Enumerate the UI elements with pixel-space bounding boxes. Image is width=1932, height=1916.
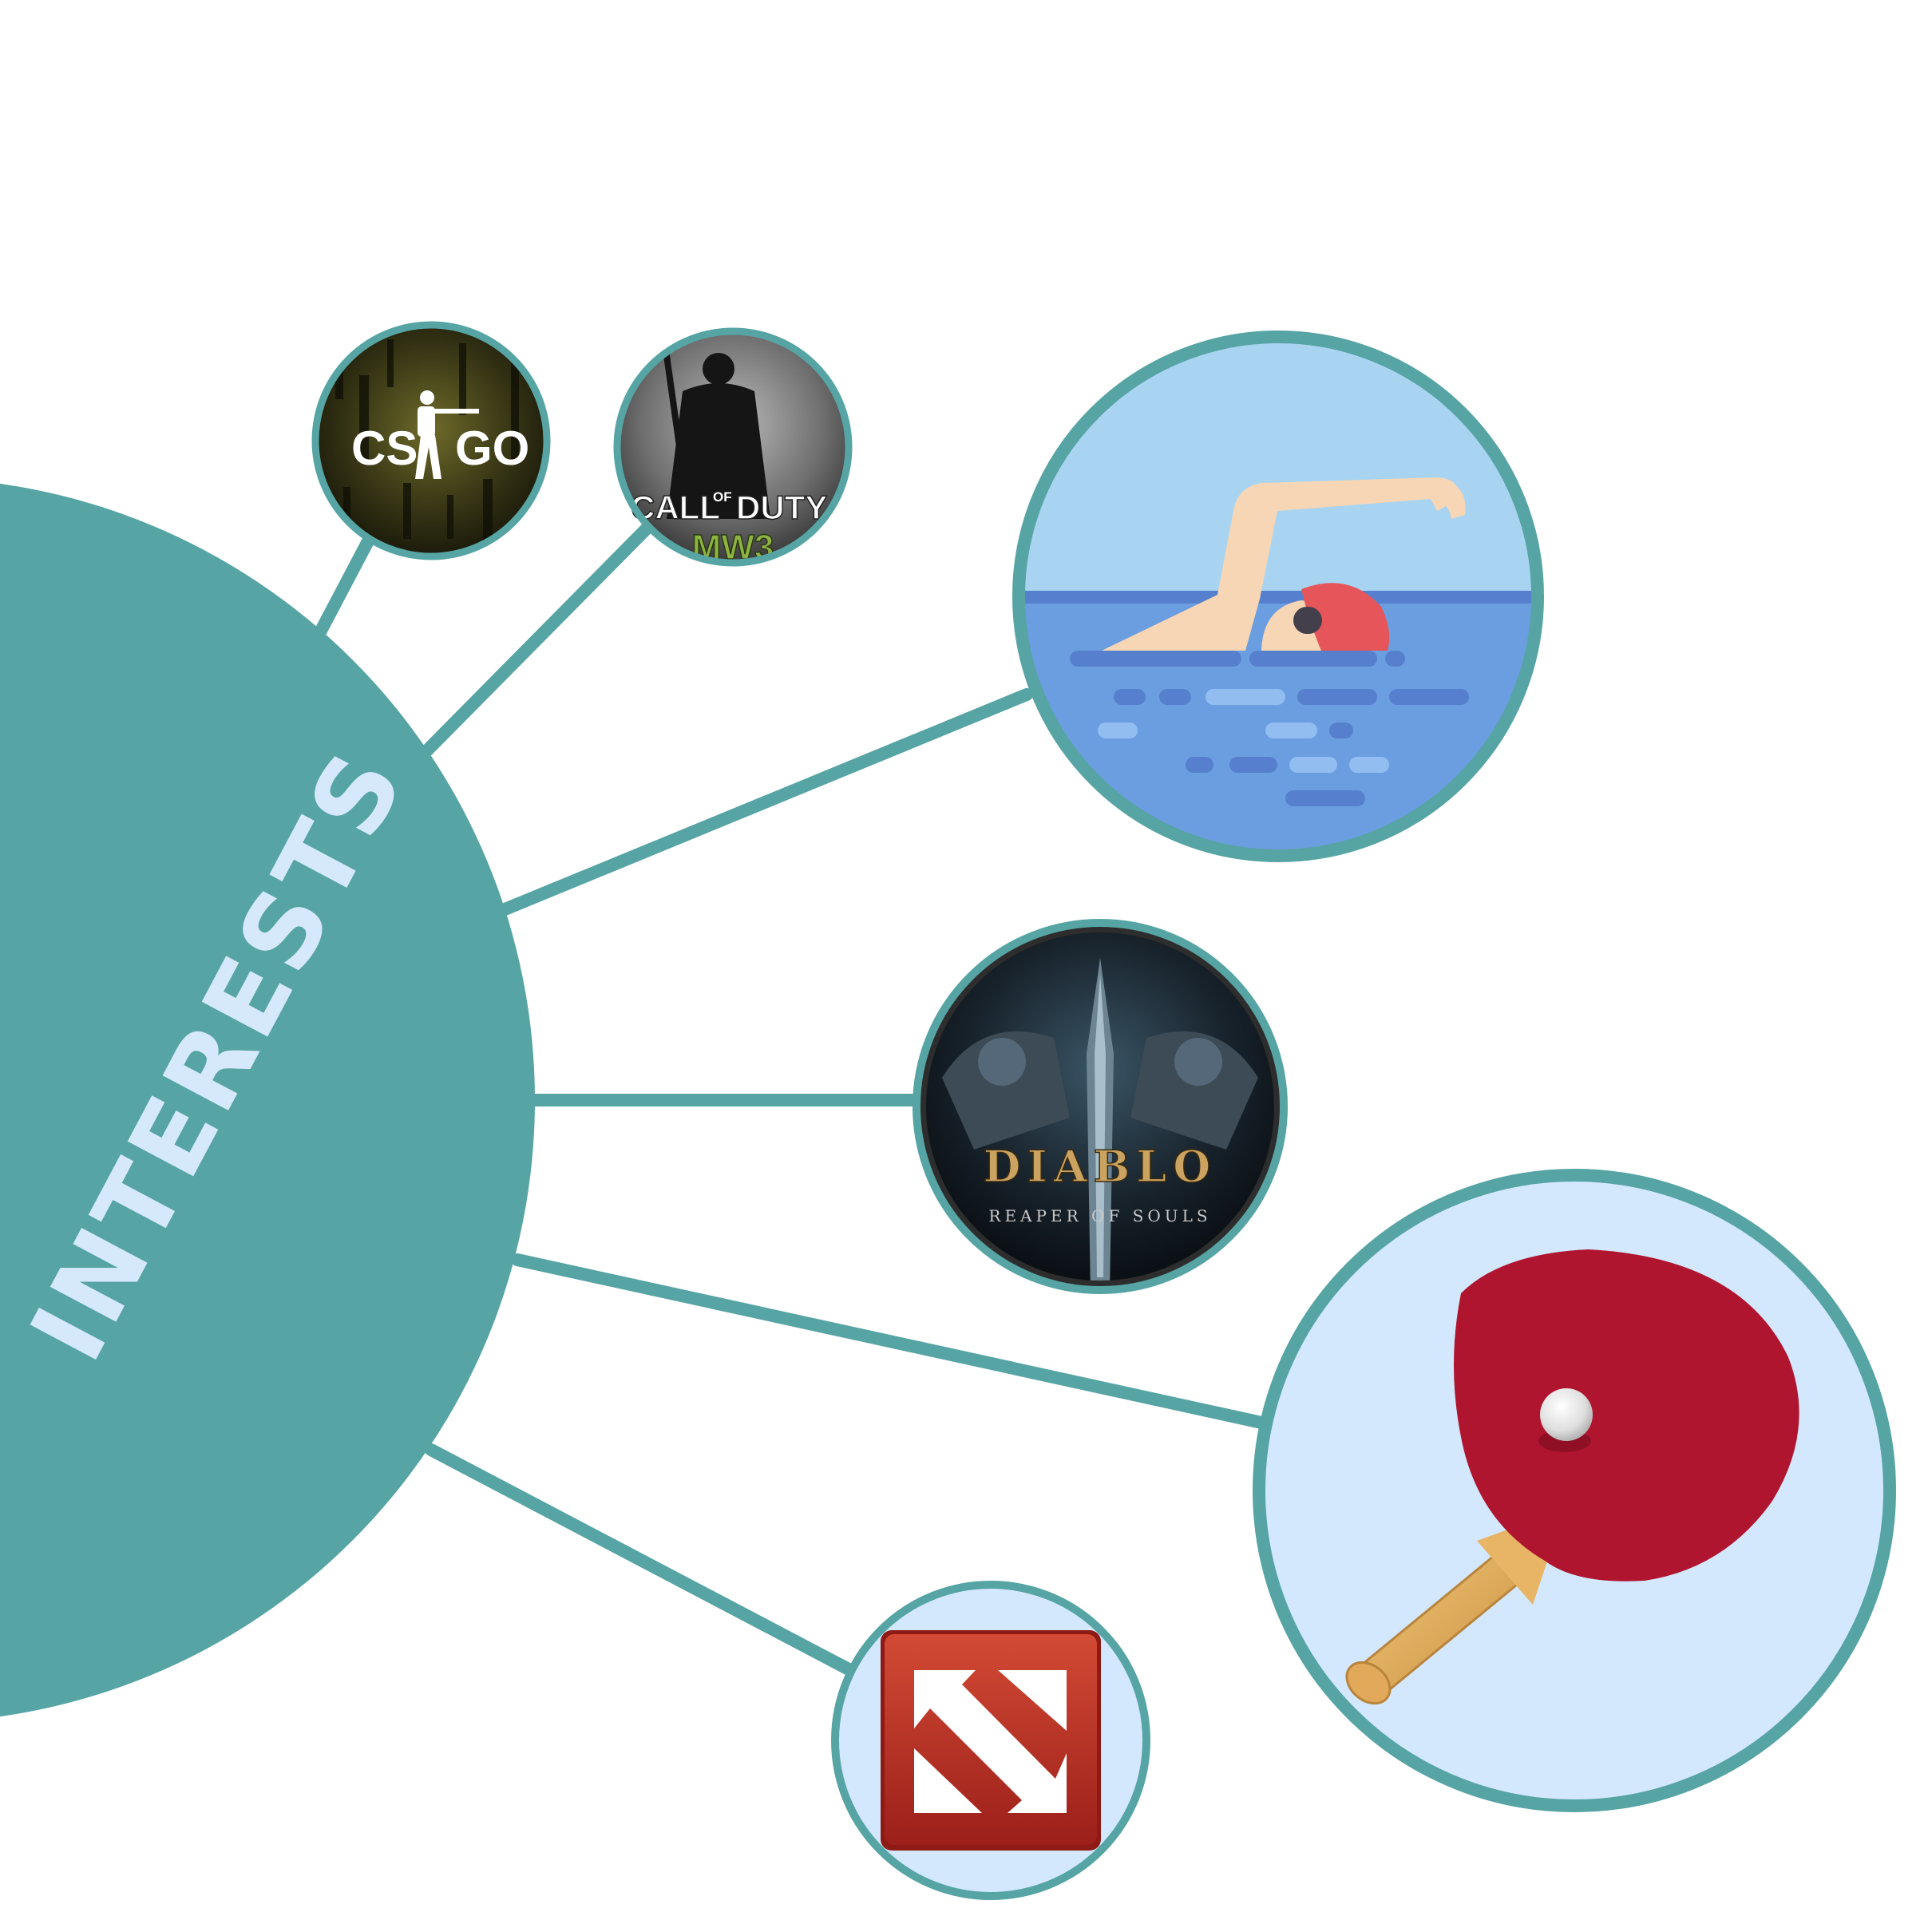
cod-duty-text: DUTY [736, 489, 827, 526]
diablo-artwork [942, 958, 1258, 1290]
node-csgo[interactable]: CS GO [311, 321, 551, 560]
cod-soldier-silhouette [659, 331, 770, 519]
ping-pong-paddle-icon [1345, 1249, 1799, 1705]
csgo-ring [311, 321, 551, 560]
node-dota[interactable] [831, 1581, 1150, 1900]
ping-pong-ball [1540, 1388, 1593, 1441]
diablo-subtitle: REAPER OF SOULS [988, 1206, 1211, 1225]
node-diablo[interactable]: DIABLO REAPER OF SOULS [913, 919, 1288, 1294]
dota-emblem [914, 1670, 1067, 1813]
node-swimming[interactable] [1012, 327, 1549, 862]
diablo-ring [913, 919, 1288, 1294]
swim-goggles [1293, 607, 1322, 634]
swimmer-icon [1102, 477, 1466, 651]
swim-cap [1301, 583, 1390, 651]
paddle-blade [1454, 1249, 1799, 1581]
table-tennis-ring [1253, 1169, 1896, 1812]
interests-hub: INTERESTS [0, 484, 535, 1716]
paddle-handle [1345, 1509, 1565, 1705]
csgo-logo-icon: CS GO [351, 422, 529, 475]
node-call-of-duty[interactable]: CALL OF DUTY MW3 [613, 327, 853, 568]
waves-light [1098, 689, 1389, 773]
diablo-inner-rim [920, 926, 1281, 1287]
connector-cod [421, 521, 655, 757]
connector-dota [425, 1443, 857, 1676]
connector-swimming [497, 688, 1033, 916]
swimmer-hand [1437, 479, 1466, 519]
swimmer-arm [1102, 477, 1460, 651]
cod-ring [613, 327, 853, 567]
dota-ring [831, 1581, 1150, 1900]
csgo-text-left: CS [351, 422, 418, 475]
swimming-ring [1012, 331, 1544, 862]
hub-circle [0, 484, 535, 1716]
cod-of-text: OF [713, 489, 732, 505]
water-surface [1019, 591, 1538, 604]
diablo-title: DIABLO [984, 1141, 1217, 1192]
csgo-text-right: GO [455, 422, 529, 475]
connector-csgo [315, 533, 375, 637]
soldier-silhouette [415, 390, 479, 479]
node-table-tennis[interactable] [1253, 1169, 1896, 1812]
diablo-reaper-of-souls-logo-icon: DIABLO REAPER OF SOULS [983, 1140, 1217, 1225]
waves [1070, 651, 1469, 806]
connectors [315, 521, 1268, 1676]
dota-logo-icon [881, 1630, 1101, 1851]
connector-table-tennis [511, 1253, 1268, 1429]
